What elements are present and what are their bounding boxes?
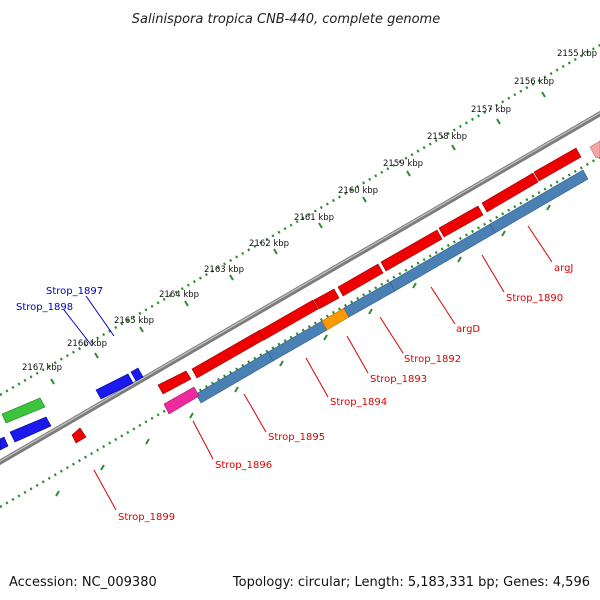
gene-leader-lines [63,225,553,511]
gene-arrow[interactable] [71,427,87,444]
inner-scale-track [0,155,600,509]
gene-arrow[interactable] [9,416,52,443]
inner-major-ticks [55,204,551,497]
gene-arrow[interactable] [130,367,144,382]
gene-arrow[interactable] [258,299,319,341]
gene-arrow[interactable] [0,436,9,451]
accession-text: Accession: NC_009380 [9,575,157,590]
gene-label-strop-1894[interactable]: Strop_1894 [330,397,387,408]
scale-label: 2158 kbp [427,132,467,142]
gene-arrow[interactable] [157,370,192,395]
gene-arrow[interactable] [95,373,134,400]
gene-arrow[interactable] [481,172,539,213]
gene-label-strop-1893[interactable]: Strop_1893 [370,374,427,385]
gene-arrow[interactable] [533,147,582,182]
left-side-genes [0,367,144,451]
scale-label: 2167 kbp [22,363,62,373]
genome-backbone [0,110,600,466]
scale-label: 2163 kbp [204,265,244,275]
scale-label: 2166 kbp [67,339,107,349]
scale-label: 2159 kbp [383,159,423,169]
gene-band[interactable] [195,351,274,404]
scale-label: 2165 kbp [114,316,154,326]
gene-label-strop-1890[interactable]: Strop_1890 [506,293,563,304]
scale-label: 2164 kbp [159,290,199,300]
genome-stats-text: Topology: circular; Length: 5,183,331 bp… [232,575,590,590]
gene-arrow[interactable] [163,386,200,415]
outer-major-ticks [50,91,546,385]
gene-label-argJ[interactable]: argJ [554,263,573,274]
gene-arrow[interactable] [337,263,384,297]
scale-label: 2160 kbp [338,186,378,196]
forward-strand-genes [157,140,600,395]
gene-arrow[interactable] [313,288,340,310]
scale-label: 2155 kbp [557,49,597,59]
genome-title: Salinispora tropica CNB-440, complete ge… [132,12,440,27]
gene-arrow[interactable] [589,140,600,159]
gene-label-strop-1896[interactable]: Strop_1896 [215,460,272,471]
scale-label: 2156 kbp [514,77,554,87]
reverse-strand-genes [163,169,589,415]
scale-label: 2161 kbp [294,213,334,223]
gene-arrow[interactable] [438,205,484,238]
gene-label-strop-1898[interactable]: Strop_1898 [16,302,73,313]
scale-label: 2157 kbp [471,105,511,115]
gene-band[interactable] [321,307,350,331]
gene-label-strop-1899[interactable]: Strop_1899 [118,512,175,523]
scale-labels: 2155 kbp 2156 kbp 2157 kbp 2158 kbp 2159… [22,49,597,373]
gene-band[interactable] [489,169,589,234]
gene-labels: argJ Strop_1890 argD Strop_1892 Strop_18… [16,263,573,523]
gene-label-strop-1892[interactable]: Strop_1892 [404,354,461,365]
gene-label-strop-1895[interactable]: Strop_1895 [268,432,325,443]
scale-label: 2162 kbp [249,239,289,249]
gene-label-strop-1897[interactable]: Strop_1897 [46,286,103,297]
gene-arrow[interactable] [380,229,443,272]
gene-arrow[interactable] [1,397,46,424]
gene-label-argD[interactable]: argD [456,324,480,335]
